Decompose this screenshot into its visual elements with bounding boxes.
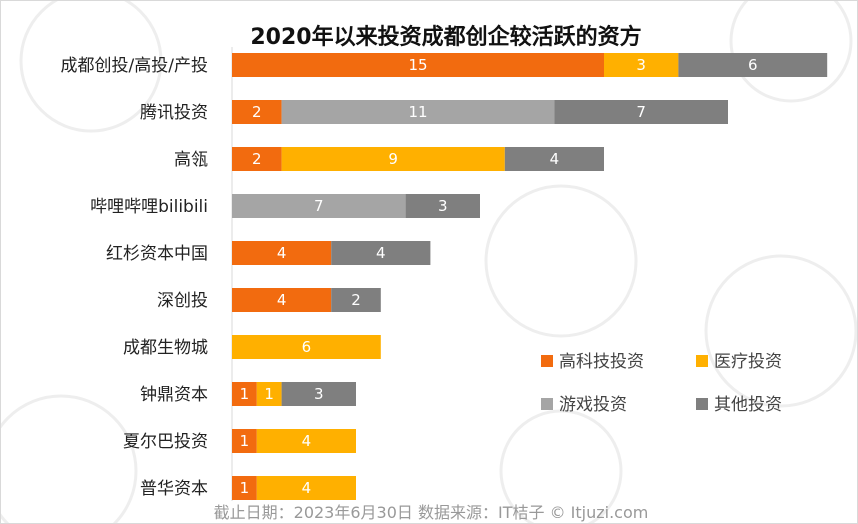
category-label: 高瓴 bbox=[174, 150, 208, 170]
footer-source-note: 截止日期：2023年6月30日 数据来源：IT桔子 © Itjuzi.com bbox=[214, 503, 649, 522]
bar-segment bbox=[331, 241, 431, 265]
data-label: 1 bbox=[240, 385, 250, 403]
data-label: 4 bbox=[302, 479, 312, 497]
legend-label: 其他投资 bbox=[714, 395, 782, 415]
bar-segment bbox=[232, 53, 604, 77]
bars-group: 15 3 62 11 72 9 47 34 44 261 1 31 41 4 bbox=[232, 53, 828, 500]
bar-segment bbox=[604, 53, 679, 77]
category-label: 夏尔巴投资 bbox=[123, 432, 208, 452]
category-label: 普华资本 bbox=[140, 479, 208, 499]
bar-segment bbox=[281, 147, 505, 171]
category-label: 成都生物城 bbox=[123, 338, 208, 358]
data-label: 4 bbox=[550, 150, 560, 168]
data-label: 2 bbox=[252, 103, 262, 121]
watermark-circle bbox=[1, 394, 138, 523]
bar-segment bbox=[232, 241, 332, 265]
legend-label: 游戏投资 bbox=[559, 395, 627, 415]
data-label: 7 bbox=[636, 103, 646, 121]
bar-segment bbox=[504, 147, 604, 171]
data-label: 1 bbox=[240, 479, 250, 497]
data-label: 3 bbox=[636, 56, 646, 74]
bar-segment bbox=[256, 382, 282, 406]
bar-segment bbox=[232, 288, 332, 312]
watermark-circle bbox=[19, 1, 163, 133]
bar-segment bbox=[256, 429, 356, 453]
bar-segment bbox=[232, 335, 381, 359]
data-label: 9 bbox=[388, 150, 398, 168]
category-label: 红杉资本中国 bbox=[106, 244, 208, 264]
category-label: 腾讯投资 bbox=[140, 103, 208, 123]
bar-segment bbox=[256, 476, 356, 500]
bar-segment bbox=[405, 194, 480, 218]
category-label: 钟鼎资本 bbox=[140, 385, 208, 405]
watermark-circle bbox=[729, 1, 853, 103]
bar-segment bbox=[232, 429, 257, 453]
data-label: 4 bbox=[277, 291, 287, 309]
bar-segment bbox=[232, 147, 282, 171]
category-label: 深创投 bbox=[157, 291, 208, 311]
bar-segment bbox=[281, 100, 555, 124]
data-label: 2 bbox=[252, 150, 262, 168]
watermark-circle bbox=[484, 184, 638, 338]
bar-segment bbox=[232, 476, 257, 500]
legend-swatch bbox=[541, 398, 553, 410]
data-label: 3 bbox=[314, 385, 324, 403]
data-label: 1 bbox=[240, 432, 250, 450]
data-label: 4 bbox=[376, 244, 386, 262]
data-label: 11 bbox=[408, 103, 427, 121]
bar-segment bbox=[232, 194, 406, 218]
bar-segment bbox=[281, 382, 356, 406]
category-label: 哔哩哔哩bilibili bbox=[90, 197, 208, 217]
bar-segment bbox=[678, 53, 828, 77]
data-label: 4 bbox=[277, 244, 287, 262]
data-label: 6 bbox=[302, 338, 312, 356]
legend-swatch bbox=[696, 355, 708, 367]
data-label: 15 bbox=[408, 56, 427, 74]
data-label: 2 bbox=[351, 291, 361, 309]
category-label: 成都创投/高投/产投 bbox=[61, 56, 208, 76]
bar-segment bbox=[232, 382, 257, 406]
watermark-circle bbox=[499, 409, 623, 523]
watermark-circle bbox=[704, 254, 857, 408]
data-label: 1 bbox=[264, 385, 274, 403]
legend-swatch bbox=[541, 355, 553, 367]
bar-segment bbox=[554, 100, 728, 124]
legend-swatch bbox=[696, 398, 708, 410]
data-label: 7 bbox=[314, 197, 324, 215]
data-label: 6 bbox=[748, 56, 758, 74]
bar-segment bbox=[232, 100, 282, 124]
legend-label: 高科技投资 bbox=[559, 352, 644, 372]
bar-segment bbox=[331, 288, 381, 312]
chart-title: 2020年以来投资成都创企较活跃的资方 bbox=[250, 24, 641, 50]
data-label: 4 bbox=[302, 432, 312, 450]
data-label: 3 bbox=[438, 197, 448, 215]
legend-label: 医疗投资 bbox=[714, 352, 782, 372]
